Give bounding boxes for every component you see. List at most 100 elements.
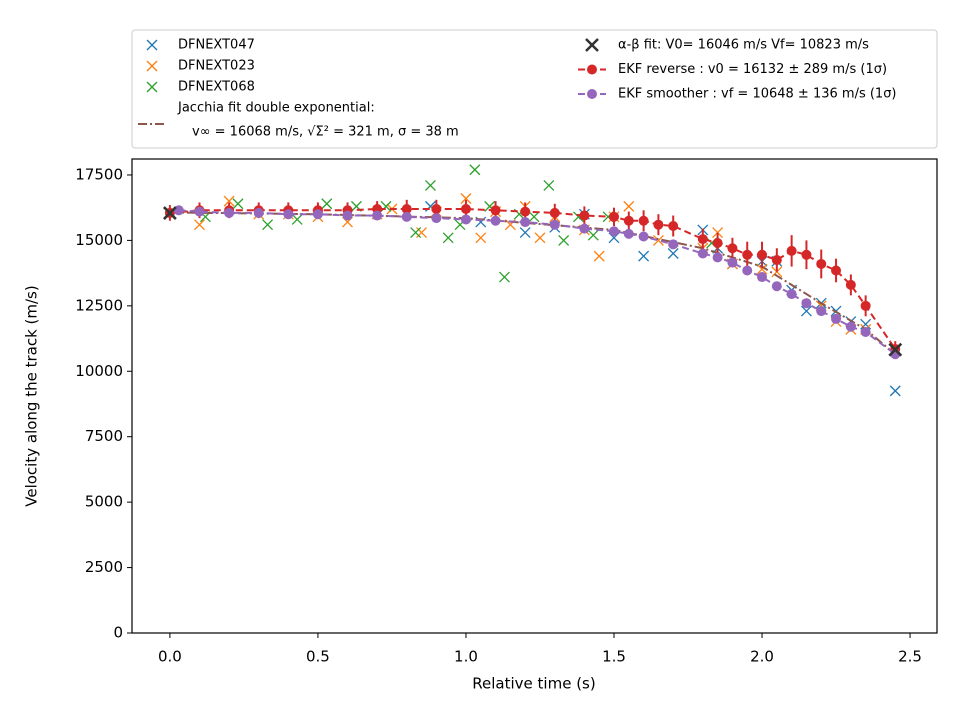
point bbox=[312, 209, 323, 220]
x-marker bbox=[593, 250, 605, 262]
x-marker bbox=[321, 198, 333, 210]
marker-shape bbox=[312, 209, 323, 220]
point bbox=[801, 249, 812, 260]
point bbox=[520, 206, 531, 217]
marker-shape bbox=[520, 206, 531, 217]
x-tick-label: 2.0 bbox=[750, 648, 774, 666]
marker-stroke bbox=[442, 232, 454, 244]
marker-shape bbox=[816, 258, 827, 269]
marker-shape bbox=[668, 239, 679, 250]
x-marker bbox=[194, 219, 205, 231]
marker-shape bbox=[194, 206, 205, 217]
y-tick-label: 0 bbox=[113, 624, 123, 642]
point bbox=[653, 219, 664, 230]
marker-shape bbox=[727, 257, 738, 268]
marker-stroke bbox=[146, 81, 158, 93]
x-marker bbox=[756, 263, 768, 275]
plot-frame bbox=[131, 158, 938, 634]
marker-stroke bbox=[194, 219, 205, 231]
point bbox=[490, 215, 501, 226]
marker-shape bbox=[608, 226, 619, 237]
point bbox=[224, 207, 235, 218]
y-tick-label: 10000 bbox=[75, 362, 123, 380]
marker-stroke bbox=[534, 232, 546, 244]
marker-stroke bbox=[498, 271, 510, 283]
x-marker bbox=[585, 38, 599, 52]
point bbox=[668, 239, 679, 250]
point bbox=[727, 257, 738, 268]
x-tick-label: 2.5 bbox=[898, 648, 922, 666]
marker-shape bbox=[697, 248, 708, 259]
marker-shape bbox=[401, 203, 412, 214]
point bbox=[587, 89, 597, 99]
x-marker bbox=[534, 232, 546, 244]
point bbox=[860, 327, 871, 338]
marker-shape bbox=[831, 265, 842, 276]
marker-shape bbox=[860, 327, 871, 338]
legend-label: DFNEXT023 bbox=[178, 59, 255, 74]
point bbox=[579, 223, 590, 234]
x-marker bbox=[424, 179, 436, 191]
marker-shape bbox=[224, 207, 235, 218]
marker-shape bbox=[712, 238, 723, 249]
point bbox=[253, 207, 264, 218]
point bbox=[712, 238, 723, 249]
marker-stroke bbox=[424, 179, 436, 191]
point bbox=[608, 226, 619, 237]
y-tick-label: 7500 bbox=[85, 427, 123, 445]
marker-stroke bbox=[262, 219, 274, 231]
marker-stroke bbox=[593, 250, 605, 262]
x-marker bbox=[667, 248, 679, 259]
x-marker bbox=[623, 200, 635, 212]
point bbox=[771, 255, 782, 266]
marker-shape bbox=[712, 252, 723, 263]
point bbox=[401, 203, 412, 214]
series-line bbox=[169, 211, 896, 356]
marker-shape bbox=[845, 321, 856, 332]
marker-shape bbox=[401, 211, 412, 222]
marker-stroke bbox=[291, 214, 303, 225]
x-tick-label: 1.5 bbox=[602, 648, 626, 666]
marker-stroke bbox=[888, 342, 903, 357]
point bbox=[697, 234, 708, 245]
point bbox=[638, 215, 649, 226]
marker-stroke bbox=[543, 179, 555, 191]
marker-shape bbox=[431, 213, 442, 224]
point bbox=[771, 281, 782, 292]
point bbox=[638, 231, 649, 242]
marker-stroke bbox=[638, 250, 650, 262]
point bbox=[623, 215, 634, 226]
legend-label: DFNEXT047 bbox=[178, 38, 255, 53]
legend-item: α-β fit: V0= 16046 m/s Vf= 10823 m/s bbox=[585, 38, 869, 53]
point bbox=[608, 211, 619, 222]
marker-stroke bbox=[652, 234, 664, 246]
point bbox=[742, 265, 753, 276]
marker-shape bbox=[608, 211, 619, 222]
point bbox=[431, 203, 442, 214]
marker-shape bbox=[490, 215, 501, 226]
x-marker bbox=[146, 39, 158, 51]
point bbox=[520, 217, 531, 228]
marker-stroke bbox=[475, 232, 487, 244]
x-marker bbox=[889, 385, 901, 397]
x-marker bbox=[469, 164, 481, 176]
marker-stroke bbox=[623, 200, 635, 212]
marker-stroke bbox=[587, 229, 599, 241]
marker-shape bbox=[579, 210, 590, 221]
x-marker bbox=[800, 305, 812, 317]
point bbox=[342, 210, 353, 221]
marker-shape bbox=[801, 298, 812, 309]
x-marker bbox=[162, 206, 177, 220]
marker-stroke bbox=[667, 248, 679, 259]
x-marker bbox=[498, 271, 510, 283]
marker-stroke bbox=[469, 164, 481, 176]
point bbox=[831, 265, 842, 276]
marker-shape bbox=[372, 210, 383, 221]
point bbox=[816, 258, 827, 269]
y-tick-label: 2500 bbox=[85, 558, 123, 576]
marker-shape bbox=[845, 279, 856, 290]
point bbox=[401, 211, 412, 222]
marker-shape bbox=[431, 203, 442, 214]
point bbox=[712, 252, 723, 263]
x-tick-label: 0.0 bbox=[158, 648, 182, 666]
